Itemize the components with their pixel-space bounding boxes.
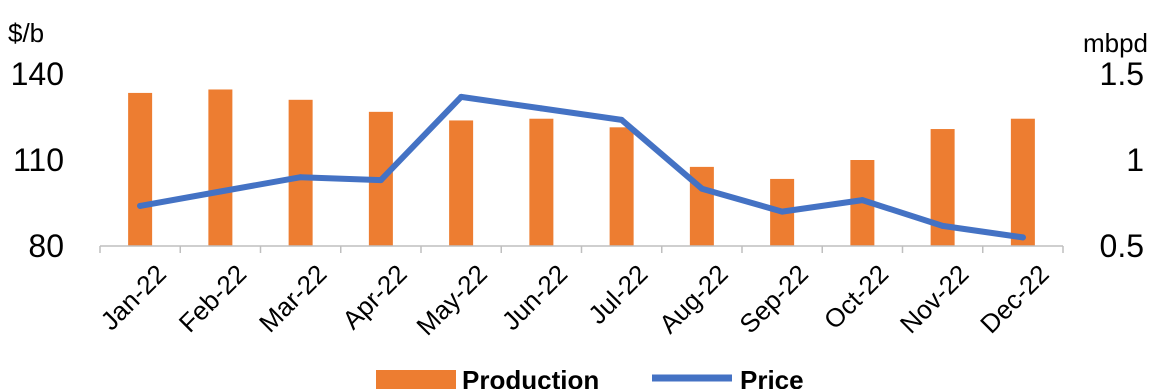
price-point-oct-22 (859, 197, 866, 204)
production-bar-jan-22 (128, 92, 153, 246)
category-label-jul-22: Jul-22 (582, 259, 653, 330)
left-axis-tick-label: 80 (28, 228, 64, 264)
price-point-apr-22 (377, 177, 384, 184)
category-label-feb-22: Feb-22 (173, 259, 252, 338)
category-label-sep-22: Sep-22 (733, 259, 813, 339)
price-point-jan-22 (137, 202, 144, 209)
legend: Production Price (376, 365, 804, 389)
production-bar-dec-22 (1010, 118, 1035, 246)
price-series-line (137, 93, 1026, 241)
price-point-aug-22 (698, 185, 705, 192)
price-point-feb-22 (217, 188, 224, 195)
category-label-apr-22: Apr-22 (336, 259, 412, 335)
right-axis-ticks: 1.5 1 0.5 (1100, 56, 1144, 264)
price-point-nov-22 (939, 222, 946, 229)
right-axis-tick-label: 1.5 (1100, 56, 1144, 92)
category-ticks (99, 246, 1064, 253)
price-point-sep-22 (779, 208, 786, 215)
price-point-may-22 (458, 93, 465, 100)
price-point-jun-22 (538, 105, 545, 112)
category-label-jan-22: Jan-22 (95, 259, 172, 336)
production-bar-jun-22 (529, 118, 554, 246)
left-axis-unit: $/b (8, 18, 44, 48)
left-axis-tick-label: 140 (11, 56, 64, 92)
category-label-aug-22: Aug-22 (653, 259, 733, 339)
category-label-may-22: May-22 (410, 259, 493, 342)
right-axis-tick-label: 0.5 (1100, 228, 1144, 264)
category-label-jun-22: Jun-22 (496, 259, 573, 336)
legend-label-production: Production (462, 365, 599, 389)
production-bar-feb-22 (208, 89, 233, 246)
left-axis-ticks: 140 110 80 (11, 56, 64, 264)
right-axis-tick-label: 1 (1126, 142, 1144, 178)
production-bar-mar-22 (288, 99, 313, 246)
category-label-mar-22: Mar-22 (253, 259, 332, 338)
right-axis-unit: mbpd (1083, 28, 1148, 58)
legend-label-price: Price (740, 365, 804, 389)
price-line-group (137, 93, 1026, 241)
left-axis-tick-label: 110 (13, 142, 64, 178)
production-bar-jul-22 (609, 127, 634, 246)
price-point-jul-22 (618, 116, 625, 123)
category-label-dec-22: Dec-22 (974, 259, 1054, 339)
price-point-mar-22 (297, 174, 304, 181)
price-point-dec-22 (1019, 234, 1026, 241)
production-bar-may-22 (449, 120, 474, 246)
legend-swatch-production (376, 370, 456, 389)
category-label-nov-22: Nov-22 (894, 259, 974, 339)
category-label-oct-22: Oct-22 (818, 259, 894, 335)
production-bars (128, 89, 1035, 246)
